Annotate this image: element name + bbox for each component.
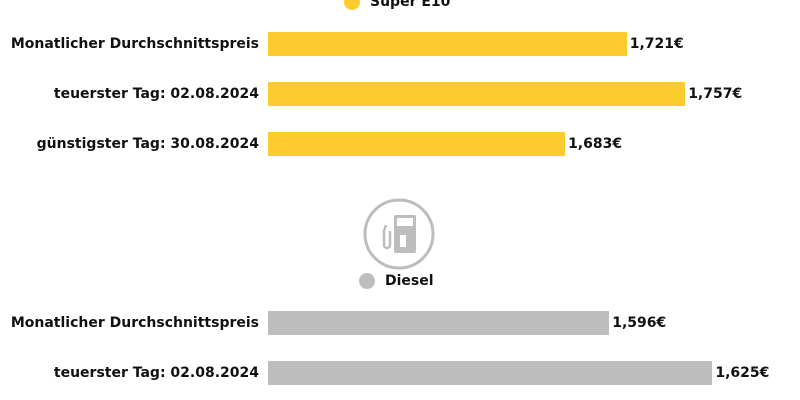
- fuel-pump-icon: [363, 198, 435, 270]
- legend-label: Super E10: [370, 0, 451, 10]
- legend-super-e10: Super E10: [344, 0, 450, 10]
- bar: [268, 361, 713, 385]
- category-label: teuerster Tag: 02.08.2024: [53, 86, 259, 102]
- category-label: Monatlicher Durchschnittspreis: [10, 36, 259, 52]
- category-label: günstigster Tag: 30.08.2024: [36, 136, 259, 152]
- legend-label: Diesel: [385, 273, 434, 289]
- category-label: teuerster Tag: 02.08.2024: [53, 365, 259, 381]
- data-label: 1,721€: [629, 36, 684, 52]
- bar: [268, 82, 686, 106]
- bar: [268, 32, 627, 56]
- bar: [268, 311, 610, 335]
- category-label: Monatlicher Durchschnittspreis: [10, 315, 259, 331]
- data-label: 1,757€: [688, 86, 743, 102]
- data-label: 1,596€: [612, 315, 667, 331]
- legend-dot-diesel: [359, 273, 375, 289]
- legend-diesel: Diesel: [359, 273, 434, 289]
- bar: [268, 132, 566, 156]
- data-label: 1,625€: [715, 365, 770, 381]
- legend-dot-super-e10: [344, 0, 360, 10]
- data-label: 1,683€: [568, 136, 623, 152]
